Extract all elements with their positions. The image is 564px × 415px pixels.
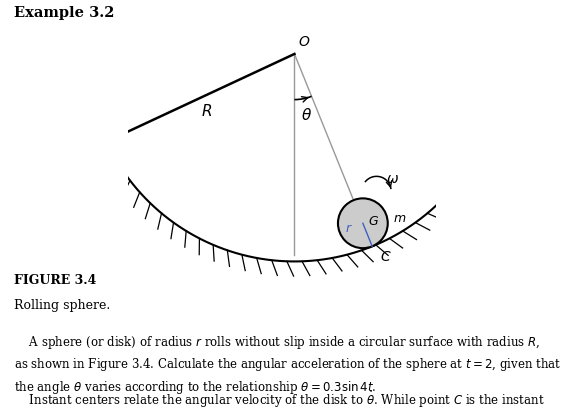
- Text: Rolling sphere.: Rolling sphere.: [14, 299, 111, 312]
- Text: $R$: $R$: [201, 103, 212, 119]
- Text: $O$: $O$: [298, 35, 310, 49]
- Text: A sphere (or disk) of radius $r$ rolls without slip inside a circular surface wi: A sphere (or disk) of radius $r$ rolls w…: [14, 334, 540, 351]
- Text: Example 3.2: Example 3.2: [14, 7, 114, 20]
- Text: $\omega$: $\omega$: [386, 172, 399, 186]
- Text: center for the sphere, the center of the sphere $G$ can also be viewed as rotati: center for the sphere, the center of the…: [14, 413, 545, 415]
- Text: $G$: $G$: [368, 215, 379, 228]
- Text: $C$: $C$: [381, 251, 392, 264]
- Circle shape: [338, 198, 388, 248]
- Text: FIGURE 3.4: FIGURE 3.4: [14, 274, 96, 287]
- Text: Instant centers relate the angular velocity of the disk to $\dot{\theta}$. While: Instant centers relate the angular veloc…: [14, 390, 545, 410]
- Text: as shown in Figure 3.4. Calculate the angular acceleration of the sphere at $t =: as shown in Figure 3.4. Calculate the an…: [14, 356, 562, 373]
- Text: $r$: $r$: [345, 222, 353, 235]
- Text: $m$: $m$: [393, 212, 406, 225]
- Text: $\theta$: $\theta$: [301, 107, 312, 123]
- Text: the angle $\theta$ varies according to the relationship $\theta = 0.3\sin 4t$.: the angle $\theta$ varies according to t…: [14, 378, 377, 395]
